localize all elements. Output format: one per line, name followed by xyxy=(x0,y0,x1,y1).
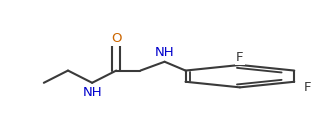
Text: F: F xyxy=(236,51,244,64)
Text: NH: NH xyxy=(82,86,102,100)
Text: O: O xyxy=(111,32,121,45)
Text: F: F xyxy=(303,81,311,94)
Text: NH: NH xyxy=(155,46,175,59)
